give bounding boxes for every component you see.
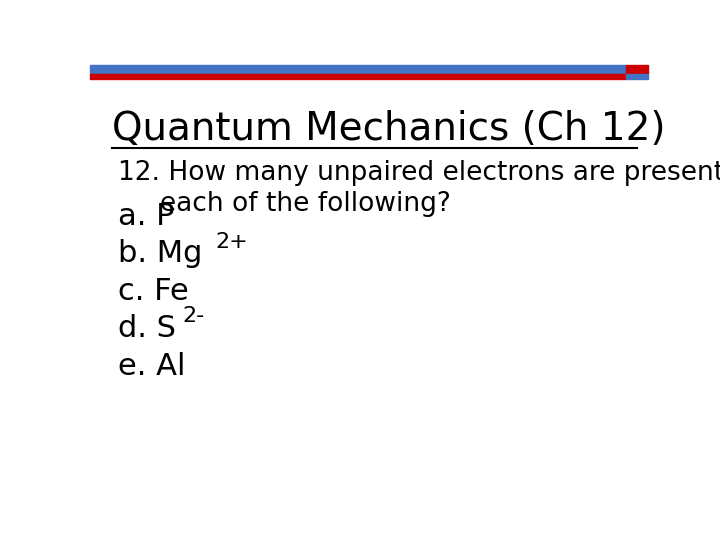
Text: 2-: 2- (182, 306, 204, 326)
Text: 12. How many unpaired electrons are present in: 12. How many unpaired electrons are pres… (118, 160, 720, 186)
Text: e. Al: e. Al (118, 352, 186, 381)
Bar (626, 65, 648, 74)
Text: a. P: a. P (118, 202, 174, 231)
Bar (626, 74, 648, 79)
Bar (90, 74, 626, 79)
Text: Quantum Mechanics (Ch 12): Quantum Mechanics (Ch 12) (112, 110, 666, 148)
Text: d. S: d. S (118, 314, 176, 343)
Text: each of the following?: each of the following? (118, 191, 451, 217)
Bar (90, 65, 626, 74)
Text: b. Mg: b. Mg (118, 239, 202, 268)
Text: 2+: 2+ (215, 232, 248, 252)
Text: c. Fe: c. Fe (118, 277, 189, 306)
